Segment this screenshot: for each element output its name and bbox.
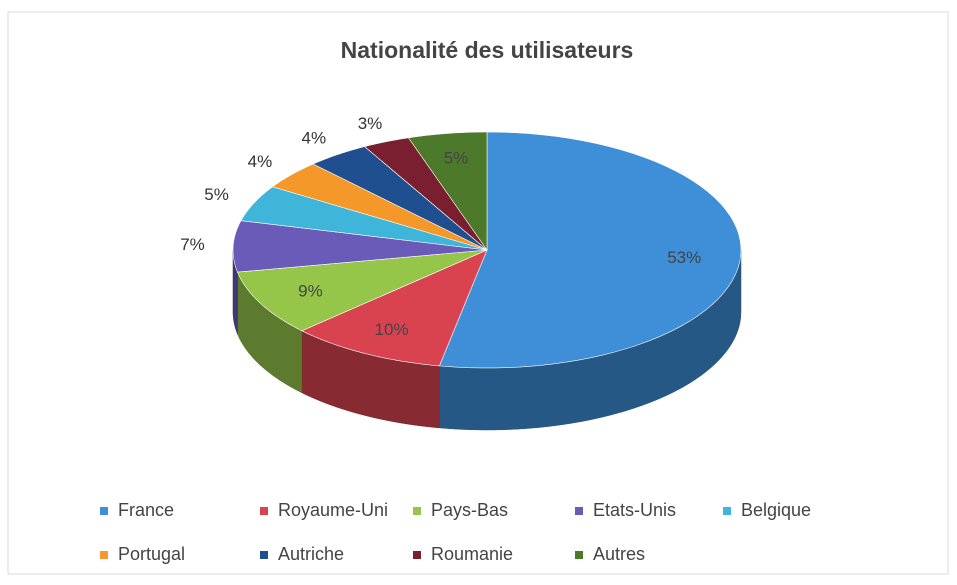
slice bbox=[407, 131, 488, 251]
slice bbox=[438, 131, 742, 369]
legend-label: Portugal bbox=[118, 544, 185, 564]
legend-swatch bbox=[100, 551, 108, 559]
legend-label: Pays-Bas bbox=[431, 500, 508, 520]
slice bbox=[240, 186, 488, 251]
legend-swatch bbox=[413, 551, 421, 559]
slice bbox=[232, 220, 488, 273]
legend-label: Belgique bbox=[741, 500, 811, 520]
legend-swatch bbox=[260, 551, 268, 559]
legend-label: France bbox=[118, 500, 174, 520]
slice bbox=[271, 163, 488, 251]
data-label: 5% bbox=[444, 149, 469, 168]
legend-label: Royaume-Uni bbox=[278, 500, 388, 520]
data-label: 4% bbox=[248, 152, 273, 171]
legend-label: Autriche bbox=[278, 544, 344, 564]
slice bbox=[312, 146, 488, 251]
data-label: 4% bbox=[302, 129, 327, 148]
data-label: 5% bbox=[204, 185, 229, 204]
data-label: 7% bbox=[180, 235, 205, 254]
legend-label: Etats-Unis bbox=[593, 500, 676, 520]
legend-swatch bbox=[723, 507, 731, 515]
legend-swatch bbox=[100, 507, 108, 515]
data-label: 10% bbox=[375, 320, 409, 339]
legend-swatch bbox=[260, 507, 268, 515]
slice bbox=[363, 137, 488, 251]
legend-label: Autres bbox=[593, 544, 645, 564]
legend-swatch bbox=[575, 507, 583, 515]
legend-swatch bbox=[413, 507, 421, 515]
slice bbox=[301, 249, 488, 367]
data-label: 53% bbox=[667, 248, 701, 267]
data-label: 9% bbox=[298, 281, 323, 300]
legend-swatch bbox=[575, 551, 583, 559]
chart-title: Nationalité des utilisateurs bbox=[341, 37, 634, 63]
data-label: 3% bbox=[358, 114, 383, 133]
legend-label: Roumanie bbox=[431, 544, 513, 564]
slice bbox=[237, 249, 488, 332]
